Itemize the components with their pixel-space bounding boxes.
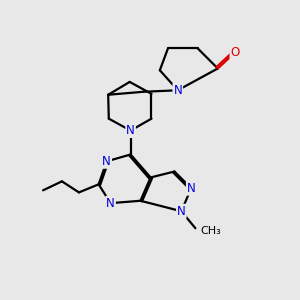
Text: N: N <box>187 182 196 195</box>
Text: N: N <box>102 155 111 168</box>
Text: N: N <box>126 124 135 137</box>
Text: N: N <box>106 197 115 210</box>
Text: O: O <box>230 46 240 59</box>
Text: N: N <box>173 84 182 97</box>
Text: CH₃: CH₃ <box>201 226 221 236</box>
Text: N: N <box>177 205 186 218</box>
